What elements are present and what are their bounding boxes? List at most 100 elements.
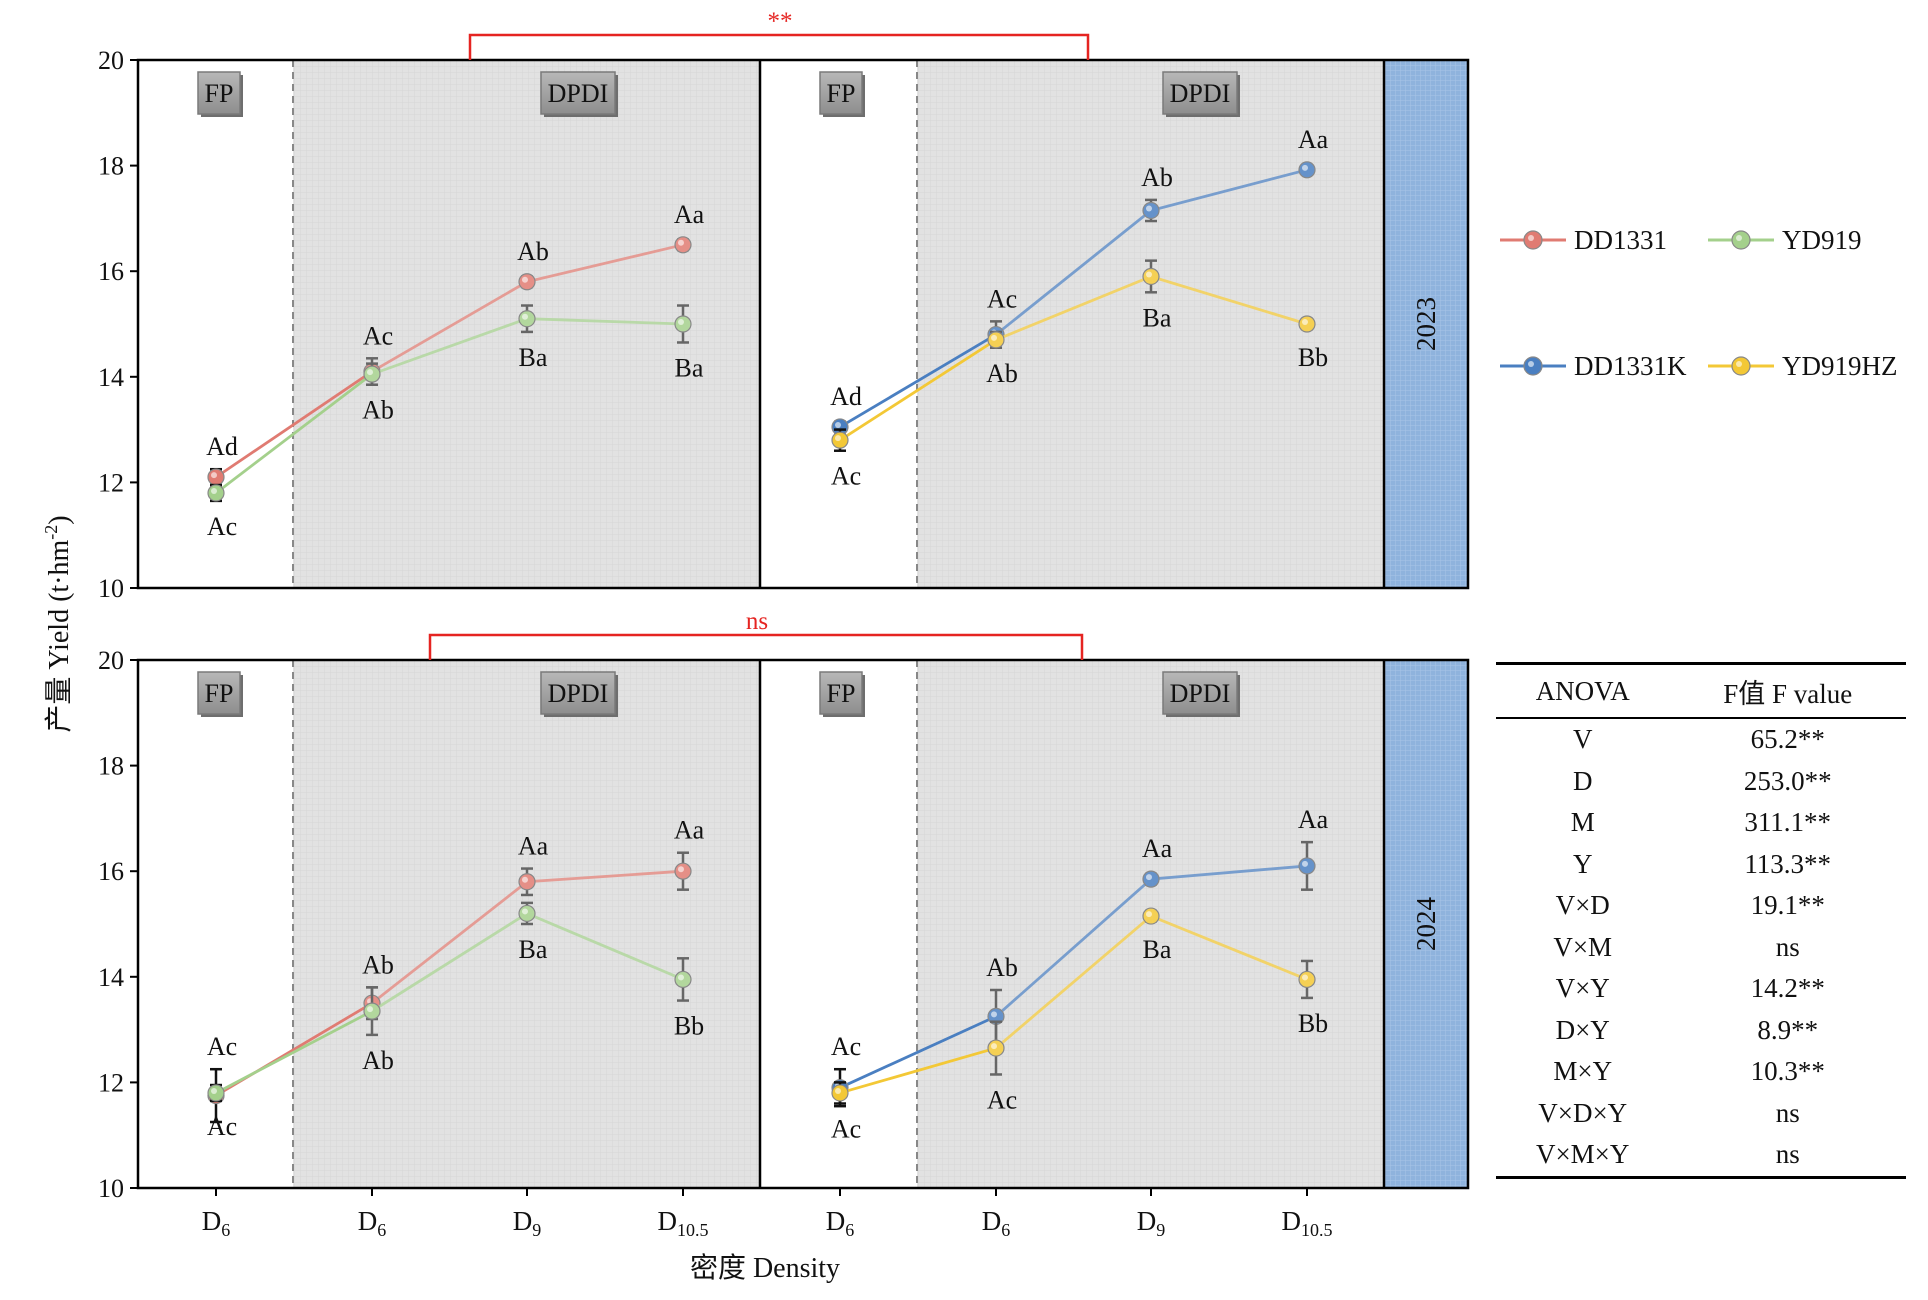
dpdi-tag-label: DPDI bbox=[1170, 679, 1231, 708]
fp-tag bbox=[819, 71, 863, 115]
legend-item-DD1331K: DD1331K bbox=[1500, 351, 1687, 381]
x-tick-main: D bbox=[1137, 1206, 1157, 1236]
point-highlight bbox=[835, 435, 841, 442]
data-label: Ab bbox=[1141, 163, 1173, 192]
data-label: Ab bbox=[362, 1046, 394, 1075]
y-axis-title-main: 产量 Yield (t·hm bbox=[43, 540, 75, 733]
point-highlight bbox=[1302, 319, 1308, 325]
data-label: Ac bbox=[207, 1112, 237, 1141]
anova-row: V×M×Y ns bbox=[1496, 1134, 1906, 1177]
data-label: Bb bbox=[1298, 1009, 1328, 1038]
x-tick-sub: 9 bbox=[1156, 1220, 1165, 1240]
anova-table: ANOVA F值 F value V 65.2** D 253.0** M 311.1**… bbox=[1496, 662, 1906, 1179]
x-tick-label: D6 bbox=[358, 1206, 387, 1240]
point-highlight bbox=[367, 1006, 373, 1013]
data-label: Aa bbox=[674, 200, 705, 229]
legend-label: YD919 bbox=[1782, 225, 1862, 255]
anova-row: V×Y 14.2** bbox=[1496, 968, 1906, 1010]
anova-factor: V×Y bbox=[1555, 973, 1610, 1004]
point-highlight bbox=[1302, 974, 1308, 981]
legend-label: DD1331 bbox=[1574, 225, 1667, 255]
legend-marker-highlight bbox=[1528, 235, 1534, 241]
data-label: Ac bbox=[207, 512, 237, 541]
anova-factor: Y bbox=[1572, 848, 1593, 879]
fp-tag bbox=[197, 71, 241, 115]
series-line-YD919 bbox=[215, 1009, 373, 1095]
point-highlight bbox=[522, 876, 528, 883]
x-tick-label: D10.5 bbox=[1282, 1206, 1333, 1240]
anova-fvalue: ns bbox=[1775, 931, 1800, 962]
point-highlight bbox=[522, 908, 528, 915]
point-highlight bbox=[1302, 860, 1308, 867]
point-highlight bbox=[1146, 205, 1152, 212]
anova-row: M×Y 10.3** bbox=[1496, 1051, 1906, 1093]
data-label: Bb bbox=[1298, 343, 1328, 372]
anova-factor: D bbox=[1572, 765, 1593, 796]
data-label: Ac bbox=[207, 1032, 237, 1061]
data-label: Ba bbox=[1143, 303, 1172, 332]
x-tick-label: D9 bbox=[1137, 1206, 1166, 1240]
dpdi-tag-label: DPDI bbox=[548, 79, 609, 108]
data-label: Aa bbox=[1142, 834, 1173, 863]
legend-marker-highlight bbox=[1736, 361, 1742, 367]
anova-factor: M×Y bbox=[1553, 1056, 1613, 1087]
anova-factor: V×M bbox=[1553, 931, 1613, 962]
point-highlight bbox=[1146, 874, 1152, 881]
fp-zone bbox=[138, 60, 293, 588]
anova-fvalue: 311.1** bbox=[1744, 807, 1832, 838]
anova-header-factor: ANOVA bbox=[1496, 663, 1670, 719]
dpdi-tag bbox=[1162, 71, 1238, 115]
x-tick-label: D6 bbox=[982, 1206, 1011, 1240]
y-tick-label: 20 bbox=[98, 646, 124, 675]
y-tick-label: 18 bbox=[98, 152, 124, 181]
x-axis-title: 密度 Density bbox=[690, 1252, 840, 1284]
point-highlight bbox=[211, 487, 217, 494]
anova-fvalue: 113.3** bbox=[1744, 848, 1832, 879]
fp-tag-label: FP bbox=[205, 79, 234, 108]
x-tick-sub: 6 bbox=[377, 1220, 386, 1240]
y-tick-label: 12 bbox=[98, 468, 124, 497]
y-tick-label: 14 bbox=[98, 963, 124, 992]
x-tick-sub: 10.5 bbox=[677, 1220, 709, 1240]
plot-frame bbox=[136, 58, 1470, 590]
x-tick-sub: 6 bbox=[1001, 1220, 1010, 1240]
point-highlight bbox=[211, 1087, 217, 1094]
data-label: Ac bbox=[363, 321, 393, 350]
anova-row: V×D×Y ns bbox=[1496, 1093, 1906, 1135]
legend-marker-highlight bbox=[1736, 235, 1742, 241]
point-highlight bbox=[1146, 911, 1152, 918]
year-label: 2024 bbox=[1411, 897, 1441, 952]
data-label: Bb bbox=[674, 1012, 704, 1041]
dpdi-tag bbox=[1162, 671, 1238, 715]
significance-label: ** bbox=[768, 8, 793, 35]
y-tick-label: 14 bbox=[98, 363, 124, 392]
data-label: Ac bbox=[831, 1032, 861, 1061]
point-highlight bbox=[522, 313, 528, 320]
x-tick-sub: 9 bbox=[532, 1220, 541, 1240]
data-label: Ab bbox=[362, 950, 394, 979]
x-tick-label: D9 bbox=[513, 1206, 542, 1240]
y-tick-label: 10 bbox=[98, 574, 124, 603]
anova-factor: V bbox=[1572, 724, 1593, 755]
point-highlight bbox=[678, 319, 684, 325]
anova-fvalue: 14.2** bbox=[1750, 973, 1825, 1004]
dpdi-tag-label: DPDI bbox=[1170, 79, 1231, 108]
anova-row: V×M ns bbox=[1496, 927, 1906, 969]
data-label: Aa bbox=[674, 816, 705, 845]
point-highlight bbox=[991, 334, 997, 341]
data-label: Ba bbox=[519, 343, 548, 372]
x-tick-main: D bbox=[513, 1206, 533, 1236]
fp-tag-label: FP bbox=[827, 679, 856, 708]
x-tick-sub: 10.5 bbox=[1301, 1220, 1333, 1240]
point-highlight bbox=[211, 472, 217, 479]
series-line-DD1331K bbox=[839, 1015, 997, 1089]
anova-header-fvalue: F值 F value bbox=[1669, 663, 1906, 719]
series-line-YD919HZ bbox=[839, 338, 997, 442]
anova-fvalue: ns bbox=[1775, 1139, 1800, 1170]
fp-zone bbox=[760, 60, 917, 588]
x-tick-label: D10.5 bbox=[658, 1206, 709, 1240]
anova-row: M 311.1** bbox=[1496, 802, 1906, 844]
fp-tag-label: FP bbox=[827, 79, 856, 108]
data-label: Ba bbox=[1143, 935, 1172, 964]
year-band bbox=[1384, 60, 1468, 588]
